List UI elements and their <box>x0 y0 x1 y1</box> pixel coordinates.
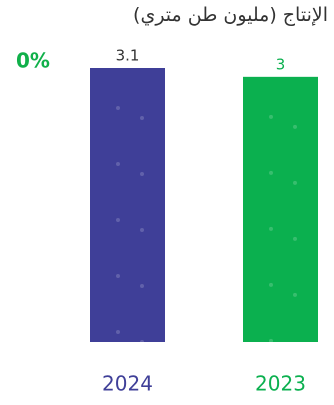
bar-dot <box>293 180 297 185</box>
bar <box>243 76 318 342</box>
bar-dot <box>140 228 144 232</box>
bar-dot <box>116 274 120 278</box>
bar-dot <box>293 124 297 129</box>
bar-dot <box>116 162 120 166</box>
value-label: 3.1 <box>116 47 140 65</box>
bar-dot <box>116 218 120 222</box>
chart-title: الإنتاج (مليون طن متري) <box>133 4 328 26</box>
bar-dot <box>269 114 273 119</box>
bar-dot <box>140 284 144 288</box>
bar <box>90 68 165 342</box>
bar-dot <box>269 282 273 287</box>
bar-dot <box>293 236 297 241</box>
x-tick-label: 2023 <box>255 372 306 396</box>
bar-dot <box>140 116 144 120</box>
bar-dot <box>293 292 297 297</box>
bar-dot <box>293 348 297 353</box>
bar-dot <box>269 338 273 343</box>
change-annotation: 0% <box>16 49 50 73</box>
bar-dot <box>140 172 144 176</box>
bar-dot <box>116 106 120 110</box>
bar-dot <box>269 170 273 175</box>
bar-dot <box>140 340 144 344</box>
bar-dot <box>269 226 273 231</box>
x-tick-label: 2024 <box>102 372 153 396</box>
value-label: 3 <box>276 55 286 73</box>
bar-dot <box>116 330 120 334</box>
